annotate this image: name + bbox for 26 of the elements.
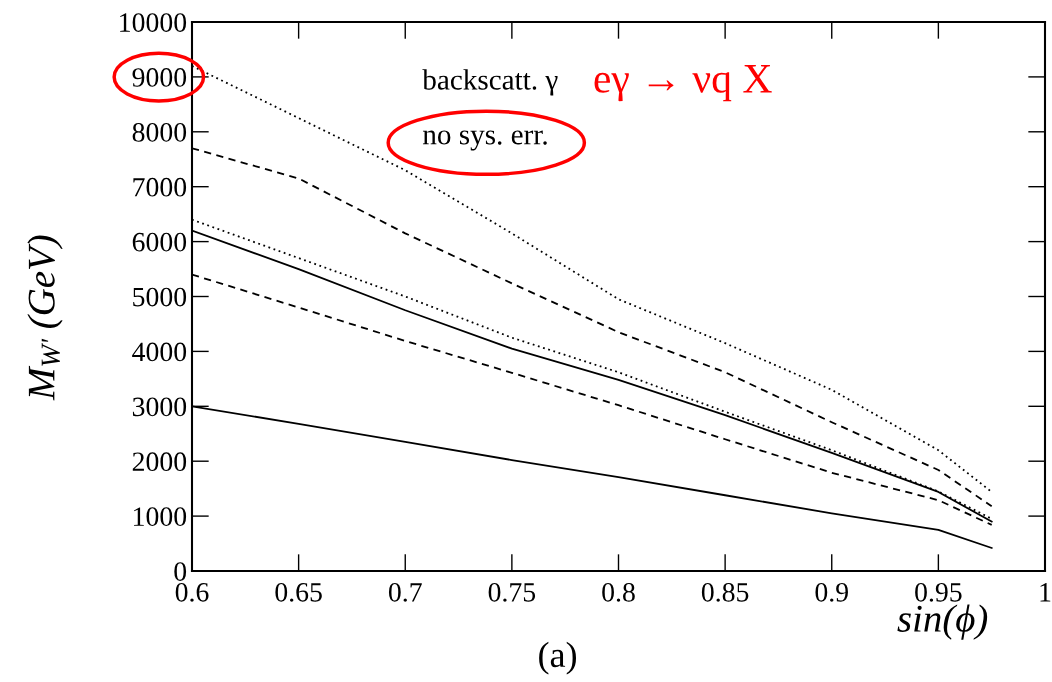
x-axis-title: sin(ϕ) (897, 604, 988, 640)
y-tick-label: 2000 (132, 452, 187, 472)
annotation: backscatt. γ (422, 69, 558, 96)
y-tick-label: 0 (174, 562, 187, 581)
x-tick-label: 0.75 (488, 582, 536, 602)
x-tick-label: 0.6 (175, 582, 209, 602)
y-tick-label: 8000 (132, 122, 187, 142)
x-tick-label: 0.95 (915, 582, 962, 602)
x-tick-label: 0.9 (815, 582, 848, 602)
text: (a) (539, 641, 577, 675)
y-tick-label: 10000 (120, 13, 187, 32)
annotation: no sys. err. (422, 130, 547, 151)
y-tick-label: 1000 (134, 507, 187, 527)
x-tick-label: 0.7 (388, 582, 422, 602)
y-tick-label: 7000 (133, 177, 187, 197)
x-tick-label: 0.8 (602, 582, 635, 602)
y-axis-title: MW' (GeV) (27, 235, 63, 401)
y-tick-label: 6000 (132, 232, 187, 252)
x-tick-label: 0.65 (275, 582, 322, 602)
x-tick-label: 0.85 (701, 582, 749, 602)
y-tick-label: 4000 (132, 342, 187, 362)
y-tick-label: 5000 (133, 287, 187, 307)
annotation: eγ → νq X (594, 65, 772, 102)
y-tick-label: 3000 (132, 397, 187, 417)
y-tick-label: 9000 (132, 68, 187, 87)
x-tick-label: 1 (1040, 583, 1051, 602)
